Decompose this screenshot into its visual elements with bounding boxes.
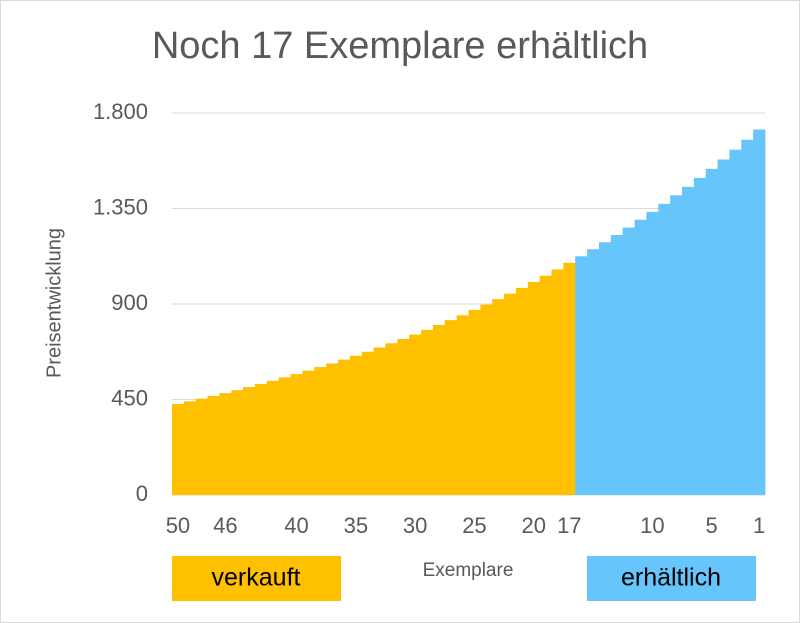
bar — [646, 211, 659, 495]
bar — [172, 403, 185, 495]
bar — [741, 139, 754, 496]
x-tick-label: 50 — [166, 513, 190, 538]
y-tick-label: 0 — [136, 481, 148, 506]
bar — [361, 351, 375, 495]
bar — [195, 398, 208, 495]
y-tick-label: 1.800 — [93, 99, 148, 124]
x-tick-label: 40 — [284, 513, 308, 538]
y-tick-label: 900 — [111, 290, 148, 315]
bar — [255, 384, 268, 495]
x-tick-label: 25 — [462, 513, 486, 538]
legend-swatch — [172, 556, 341, 601]
bar — [231, 390, 244, 495]
bar — [693, 177, 707, 495]
y-tick-label: 1.350 — [93, 194, 148, 219]
x-axis-label: Exemplare — [423, 560, 514, 581]
bar — [681, 186, 695, 495]
bar — [587, 249, 600, 495]
bar — [658, 203, 671, 495]
bar — [421, 329, 434, 495]
bar — [670, 195, 683, 495]
bar — [207, 395, 220, 495]
bar — [705, 168, 718, 495]
bar — [717, 159, 730, 495]
chart-title: Noch 17 Exemplare erhältlich — [152, 25, 648, 67]
x-tick-label: 46 — [213, 513, 237, 538]
bar — [551, 269, 564, 495]
bar — [302, 370, 315, 495]
bar — [622, 227, 635, 495]
bar — [183, 401, 197, 495]
bar — [278, 377, 291, 495]
y-tick-label: 450 — [111, 385, 148, 410]
bar — [385, 343, 398, 495]
bar — [409, 334, 422, 495]
x-tick-label: 5 — [706, 513, 718, 538]
x-tick-label: 17 — [557, 513, 581, 538]
y-axis-label: Preisentwicklung — [43, 228, 65, 378]
x-tick-label: 35 — [344, 513, 368, 538]
bar — [753, 129, 766, 495]
x-tick-label: 1 — [753, 513, 765, 538]
bar — [575, 256, 588, 495]
bar — [314, 367, 327, 495]
x-tick-label: 30 — [403, 513, 427, 538]
x-tick-label: 10 — [640, 513, 664, 538]
bar — [515, 287, 529, 495]
legend-label: erhältlich — [621, 564, 721, 592]
bar — [729, 149, 742, 495]
bar — [444, 320, 458, 495]
bar — [219, 393, 232, 495]
bar — [432, 325, 446, 495]
bar — [563, 262, 576, 495]
legend-label: verkauft — [212, 564, 301, 592]
bar — [468, 309, 481, 495]
bar — [338, 359, 351, 495]
bar — [527, 281, 541, 495]
bar — [397, 339, 410, 495]
x-tick-label: 20 — [521, 513, 545, 538]
bar — [326, 363, 339, 495]
bar — [373, 347, 386, 495]
bar — [266, 380, 280, 495]
legend-swatch — [587, 556, 756, 601]
bar — [492, 299, 505, 495]
bar — [243, 386, 256, 495]
bar — [598, 242, 612, 495]
bar — [456, 315, 469, 495]
bar — [349, 355, 363, 495]
bar — [634, 219, 647, 495]
bar — [504, 293, 517, 495]
bar — [290, 374, 303, 495]
bar — [539, 275, 552, 495]
bar — [610, 235, 624, 495]
bar — [480, 304, 493, 495]
